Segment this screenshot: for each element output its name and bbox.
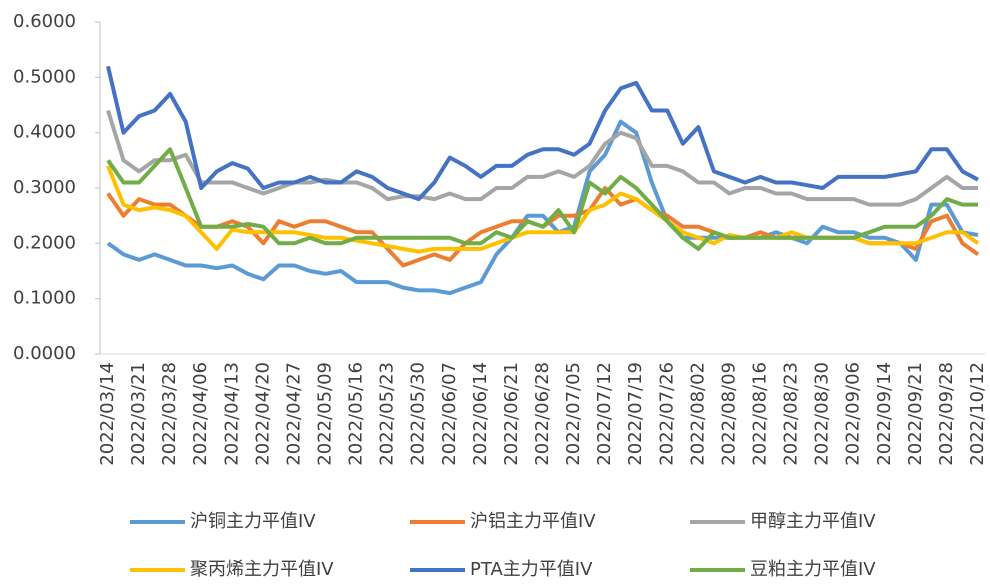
x-tick-label: 2022/08/09 [718,362,739,466]
x-tick-label: 2022/08/23 [781,362,802,466]
x-tick-label: 2022/04/20 [252,362,273,466]
x-tick-label: 2022/08/02 [687,362,708,466]
x-tick-label: 2022/03/28 [159,362,180,466]
x-tick-label: 2022/10/12 [967,362,988,466]
x-tick-label: 2022/09/14 [874,362,895,466]
legend-label: PTA主力平值IV [470,559,593,580]
x-tick-label: 2022/06/28 [532,362,553,466]
x-tick-label: 2022/05/09 [315,362,336,466]
y-tick-label: 0.0000 [13,343,76,364]
y-tick-label: 0.3000 [13,177,76,198]
legend-label: 沪铝主力平值IV [470,511,596,532]
series-line [106,109,978,207]
y-tick-label: 0.4000 [13,122,76,143]
x-tick-label: 2022/07/19 [625,362,646,466]
series-line [106,147,978,251]
x-tick-label: 2022/09/28 [936,362,957,466]
legend-label: 甲醇主力平值IV [750,511,876,532]
y-tick-label: 0.6000 [13,11,76,32]
y-tick-label: 0.1000 [13,288,76,309]
x-tick-label: 2022/07/05 [563,362,584,466]
x-tick-label: 2022/04/06 [190,362,211,466]
x-tick-label: 2022/06/21 [501,362,522,466]
y-tick-label: 0.5000 [13,66,76,87]
x-tick-label: 2022/05/23 [377,362,398,466]
x-tick-label: 2022/05/16 [346,362,367,466]
series-line [106,119,979,296]
series-line [106,65,979,202]
x-tick-label: 2022/08/16 [750,362,771,466]
x-tick-label: 2022/09/21 [905,362,926,466]
x-tick-label: 2022/06/07 [439,362,460,466]
legend-label: 沪铜主力平值IV [190,511,316,532]
x-tick-label: 2022/05/30 [408,362,429,466]
y-tick-label: 0.2000 [13,232,76,253]
x-tick-label: 2022/07/12 [594,362,615,466]
x-tick-label: 2022/03/21 [128,362,149,466]
x-tick-label: 2022/04/27 [283,362,304,466]
x-tick-label: 2022/04/13 [221,362,242,466]
x-tick-label: 2022/07/26 [656,362,677,466]
x-tick-label: 2022/09/06 [843,362,864,466]
x-tick-label: 2022/03/14 [97,362,118,466]
x-tick-label: 2022/06/14 [470,362,491,466]
legend-label: 豆粕主力平值IV [750,559,876,580]
x-tick-label: 2022/08/30 [812,362,833,466]
legend-label: 聚丙烯主力平值IV [190,559,334,580]
